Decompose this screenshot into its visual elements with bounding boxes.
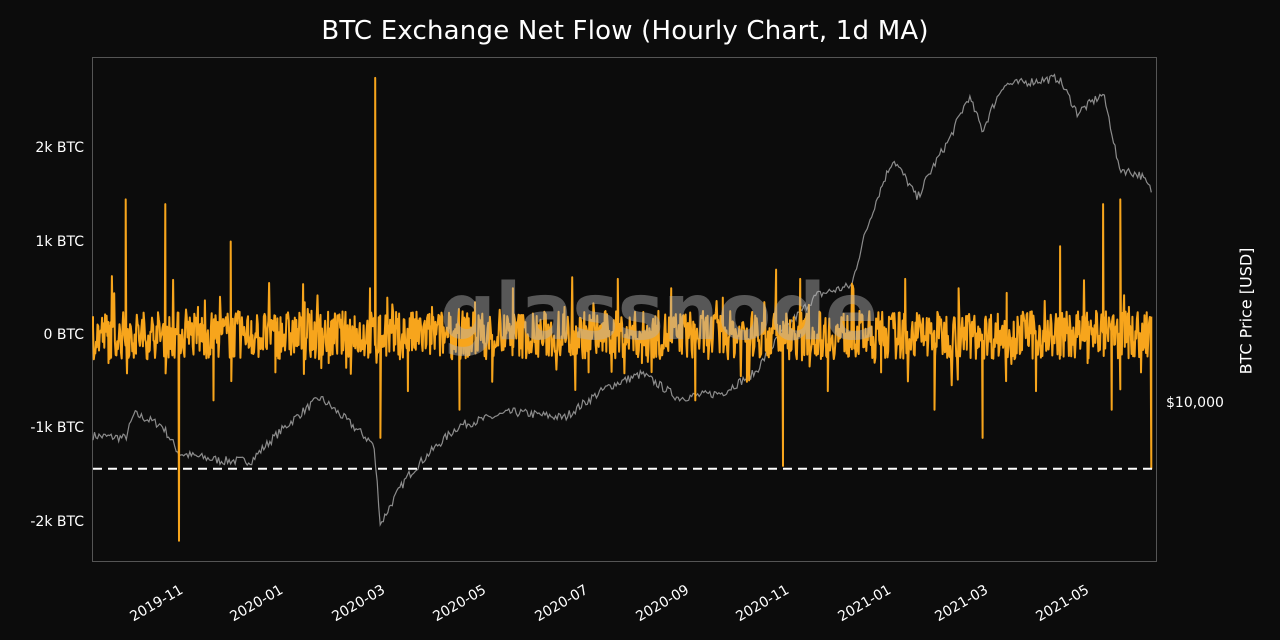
net-flow-line [92, 76, 1153, 542]
y-tick-1k: 1k BTC [35, 234, 84, 250]
plot-area [92, 57, 1157, 562]
y-tick-0: 0 BTC [43, 327, 84, 343]
y-tick-neg1k: -1k BTC [30, 420, 84, 436]
chart-title: BTC Exchange Net Flow (Hourly Chart, 1d … [321, 16, 929, 46]
y2-tick-10000: $10,000 [1166, 395, 1224, 411]
y-tick-2k: 2k BTC [35, 140, 84, 156]
y-tick-neg2k: -2k BTC [30, 514, 84, 530]
y2-axis-label: BTC Price [USD] [1236, 247, 1256, 375]
price-line [92, 73, 1152, 527]
